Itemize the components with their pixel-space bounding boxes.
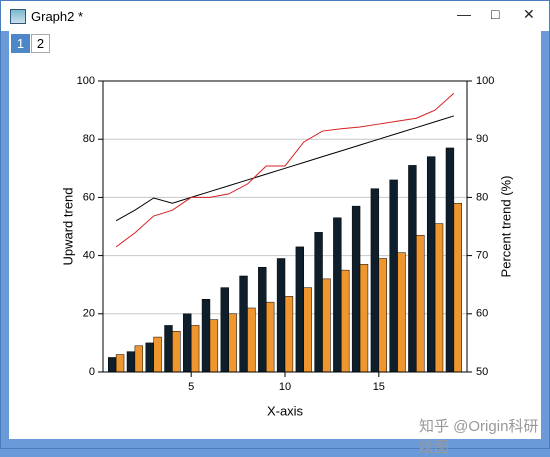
y2-tick-label: 80	[476, 191, 488, 203]
bar	[434, 223, 444, 373]
close-button[interactable]: ✕	[523, 6, 535, 22]
bar	[445, 147, 455, 373]
bar	[303, 287, 312, 373]
y2-tick-label: 90	[476, 133, 488, 145]
bar	[247, 307, 256, 373]
bar	[265, 301, 275, 373]
bar	[115, 354, 125, 373]
bar	[190, 325, 200, 373]
chart: 0 20 40 60 80 100 50 60 70 80 90 100 5 10 15 X-axis Upwa…	[60, 75, 513, 419]
bar	[201, 299, 211, 373]
layer-tab[interactable]: 2	[31, 34, 50, 53]
y-axis-label: Upward trend	[60, 187, 75, 265]
x-tick-label: 10	[279, 381, 291, 393]
y2-tick-label: 60	[476, 308, 488, 320]
line	[115, 115, 455, 222]
bar	[134, 345, 144, 373]
bar	[258, 266, 267, 373]
bar	[322, 278, 331, 373]
bar	[164, 325, 173, 373]
layer-tab[interactable]: 1	[11, 34, 30, 53]
y-tick-label: 60	[83, 191, 95, 203]
bar	[183, 313, 192, 373]
y-tick-label: 100	[77, 75, 95, 87]
y-tick-label: 80	[83, 133, 95, 145]
bar	[209, 319, 219, 373]
bar	[295, 246, 305, 373]
x-axis-label: X-axis	[267, 403, 304, 418]
minimize-button[interactable]: —	[457, 6, 471, 22]
bar	[284, 296, 294, 373]
x-tick-label: 15	[373, 381, 385, 393]
bar	[416, 234, 425, 373]
bar	[341, 269, 350, 373]
y-tick-label: 40	[83, 250, 95, 262]
plot-frame	[102, 80, 468, 373]
x-tick-label: 5	[188, 381, 194, 393]
bar	[333, 217, 342, 373]
y-tick-label: 20	[83, 308, 95, 320]
bar	[108, 357, 117, 373]
y2-tick-label: 70	[476, 250, 488, 262]
bar	[153, 336, 162, 373]
watermark: 知乎 @Origin科研绘图	[419, 418, 539, 456]
bar	[426, 156, 436, 373]
bar	[389, 179, 398, 373]
y2-tick-label: 100	[476, 75, 494, 87]
bar	[370, 188, 380, 373]
bar	[314, 232, 323, 373]
bar	[276, 258, 286, 373]
bar	[397, 252, 406, 373]
y2-axis-label: Percent trend (%)	[498, 176, 513, 278]
bar	[172, 331, 181, 373]
bar	[378, 258, 387, 373]
bar	[351, 205, 361, 373]
app-icon	[10, 9, 26, 24]
window-title: Graph2 *	[31, 9, 84, 24]
y-tick-label: 0	[89, 366, 95, 378]
bar	[453, 202, 462, 373]
maximize-button[interactable]: □	[491, 6, 500, 22]
line	[115, 92, 455, 248]
bar	[145, 342, 154, 373]
y2-tick-label: 50	[476, 366, 488, 378]
bar	[228, 313, 237, 373]
title-bar: Graph2 * — □ ✕	[1, 1, 549, 31]
bar	[126, 351, 136, 373]
bar	[408, 165, 417, 373]
bar	[220, 287, 229, 373]
bar	[359, 264, 369, 373]
bar	[239, 275, 248, 373]
